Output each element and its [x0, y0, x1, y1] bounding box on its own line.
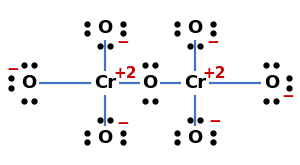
Text: O: O [98, 129, 113, 147]
Text: −: − [117, 116, 130, 131]
Text: +2: +2 [203, 66, 226, 81]
Text: +2: +2 [113, 66, 137, 81]
Text: Cr: Cr [184, 74, 206, 92]
Text: O: O [142, 74, 158, 92]
Text: −: − [208, 114, 221, 129]
Text: O: O [264, 74, 279, 92]
Text: O: O [187, 19, 202, 37]
Text: Cr: Cr [94, 74, 116, 92]
Text: −: − [281, 89, 294, 104]
Text: O: O [21, 74, 36, 92]
Text: O: O [98, 19, 113, 37]
Text: −: − [117, 35, 130, 50]
Text: O: O [187, 129, 202, 147]
Text: −: − [206, 35, 219, 50]
Text: −: − [6, 62, 19, 77]
